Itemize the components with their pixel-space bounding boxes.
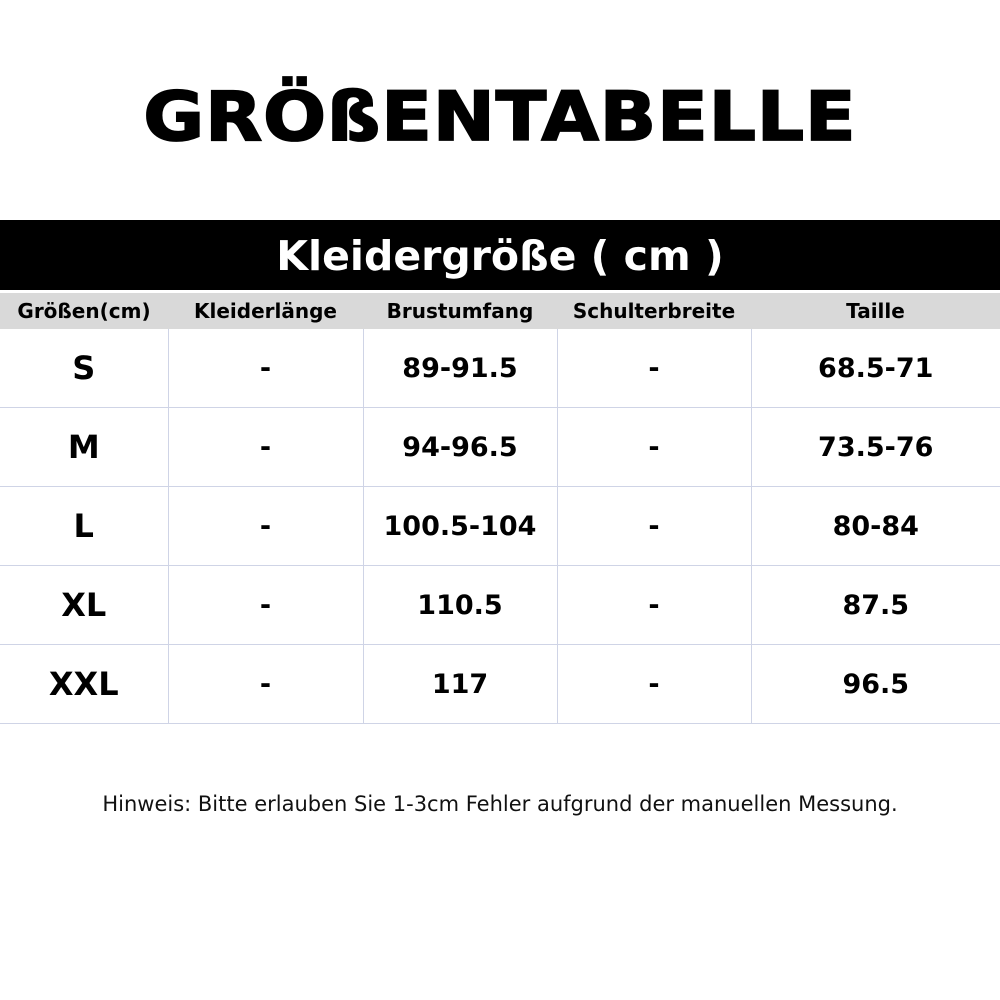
column-header-shoulder: Schulterbreite (557, 293, 751, 329)
bust-cell: 94-96.5 (363, 407, 558, 487)
size-cell: M (0, 407, 169, 487)
column-header-waist: Taille (751, 293, 1000, 329)
shoulder-cell: - (557, 565, 752, 645)
waist-cell: 80-84 (751, 486, 1000, 566)
table-row: M - 94-96.5 - 73.5-76 (0, 407, 1000, 487)
bust-cell: 89-91.5 (363, 329, 558, 408)
size-cell: XL (0, 565, 169, 645)
waist-cell: 68.5-71 (751, 329, 1000, 408)
measurement-note: Hinweis: Bitte erlauben Sie 1-3cm Fehler… (102, 792, 898, 816)
shoulder-cell: - (557, 486, 752, 566)
column-header-size: Größen(cm) (0, 293, 168, 329)
table-row: XL - 110.5 - 87.5 (0, 565, 1000, 645)
column-header-bust: Brustumfang (363, 293, 557, 329)
size-cell: L (0, 486, 169, 566)
bust-cell: 117 (363, 644, 558, 724)
size-table: Größen(cm) Kleiderlänge Brustumfang Schu… (0, 293, 1000, 724)
waist-cell: 87.5 (751, 565, 1000, 645)
table-header-row: Größen(cm) Kleiderlänge Brustumfang Schu… (0, 293, 1000, 329)
dress-length-cell: - (168, 486, 364, 566)
waist-cell: 73.5-76 (751, 407, 1000, 487)
dress-length-cell: - (168, 644, 364, 724)
shoulder-cell: - (557, 329, 752, 408)
shoulder-cell: - (557, 407, 752, 487)
waist-cell: 96.5 (751, 644, 1000, 724)
dress-length-cell: - (168, 565, 364, 645)
dress-length-cell: - (168, 407, 364, 487)
page-title: GRÖßENTABELLE (142, 77, 857, 158)
column-header-dress-length: Kleiderlänge (168, 293, 363, 329)
bust-cell: 110.5 (363, 565, 558, 645)
table-row: L - 100.5-104 - 80-84 (0, 486, 1000, 566)
size-cell: S (0, 329, 169, 408)
table-row: S - 89-91.5 - 68.5-71 (0, 329, 1000, 408)
bust-cell: 100.5-104 (363, 486, 558, 566)
table-row: XXL - 117 - 96.5 (0, 644, 1000, 724)
dress-length-cell: - (168, 329, 364, 408)
table-banner: Kleidergröße ( cm ) (0, 220, 1000, 290)
size-cell: XXL (0, 644, 169, 724)
shoulder-cell: - (557, 644, 752, 724)
